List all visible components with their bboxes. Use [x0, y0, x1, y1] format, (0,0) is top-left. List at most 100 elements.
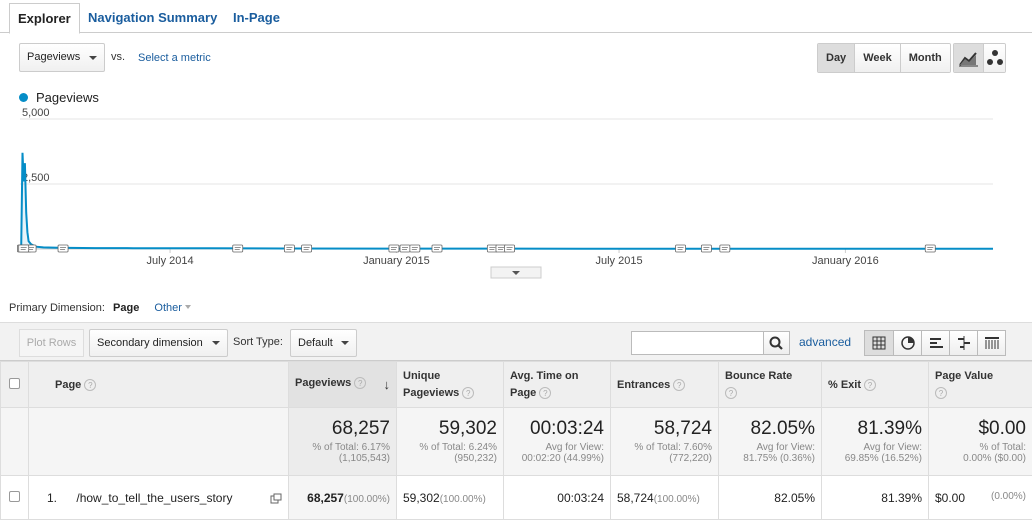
annotation-icon[interactable]: [399, 244, 411, 253]
header-page-value-label: Page Value: [935, 369, 994, 382]
header-entrances-label: Entrances: [617, 378, 671, 391]
total-unique-pageviews: 59,302% of Total: 6.24% (950,232): [396, 407, 504, 476]
chart-legend: Pageviews: [19, 90, 99, 105]
primary-dimension-other[interactable]: Other: [154, 302, 182, 314]
row-unique-pageviews: 59,302(100.00%): [396, 475, 504, 520]
secondary-dimension-select[interactable]: Secondary dimension: [89, 329, 228, 357]
table-search-input[interactable]: [631, 331, 765, 355]
header-bounce-rate-label: Bounce Rate: [725, 369, 793, 382]
tab-explorer[interactable]: Explorer: [9, 3, 80, 34]
tab-navigation-summary[interactable]: Navigation Summary: [88, 10, 218, 25]
annotation-icon[interactable]: [431, 244, 443, 253]
month-button[interactable]: Month: [899, 44, 950, 72]
pie-view-icon[interactable]: [893, 331, 921, 355]
help-icon[interactable]: ?: [864, 378, 877, 391]
header-page-value[interactable]: Page Value?: [928, 361, 1032, 408]
tab-in-page[interactable]: In-Page: [233, 10, 280, 25]
performance-view-icon[interactable]: [921, 331, 949, 355]
primary-dimension-page[interactable]: Page: [113, 302, 140, 314]
select-all-checkbox[interactable]: [9, 377, 20, 389]
header-page-label: Page: [55, 378, 82, 391]
header-exit-label: % Exit: [828, 378, 862, 391]
annotation-icon[interactable]: [232, 244, 244, 253]
series-line: [19, 152, 993, 250]
annotation-icon[interactable]: [719, 244, 731, 253]
series-color-dot: [19, 93, 28, 102]
help-icon[interactable]: ?: [725, 386, 737, 399]
row-page-cell: 1. /how_to_tell_the_users_story: [28, 475, 289, 520]
header-bounce-rate[interactable]: Bounce Rate?: [718, 361, 822, 408]
total-entrances: 58,724% of Total: 7.60% (772,220): [610, 407, 719, 476]
table-header-row: Page? Pageviews? ↓ Unique Pageviews? Avg.…: [0, 361, 1032, 408]
chart-collapse-handle[interactable]: [490, 266, 542, 279]
header-avg-time-on-page[interactable]: Avg. Time on Page?: [503, 361, 611, 408]
annotation-icon[interactable]: [924, 244, 936, 253]
annotation-icon[interactable]: [301, 244, 313, 253]
legend-label: Pageviews: [36, 90, 99, 105]
header-exit[interactable]: % Exit?: [821, 361, 929, 408]
total-page-value: $0.00% of Total: 0.00% ($0.00): [928, 407, 1032, 476]
x-axis-ticks: July 2014 January 2015 July 2015 January 20…: [147, 249, 879, 267]
totals-row: 68,257% of Total: 6.17% (1,105,543) 59,30…: [0, 407, 1032, 476]
row-exit: 81.39%: [821, 475, 929, 520]
annotation-icon[interactable]: [18, 244, 30, 253]
header-pageviews[interactable]: Pageviews? ↓: [288, 361, 397, 408]
row-page-link[interactable]: /how_to_tell_the_users_story: [76, 490, 233, 505]
help-icon[interactable]: ?: [539, 386, 552, 399]
chart-grid: [20, 118, 993, 250]
row-entrances: 58,724(100.00%): [610, 475, 719, 520]
metric-select[interactable]: Pageviews: [19, 43, 105, 72]
help-icon[interactable]: ?: [935, 386, 947, 399]
select-metric-link[interactable]: Select a metric: [138, 52, 211, 64]
annotation-icon[interactable]: [675, 244, 686, 253]
view-switcher: [864, 330, 1006, 356]
advanced-filter-link[interactable]: advanced: [799, 335, 852, 349]
table-row: 1. /how_to_tell_the_users_story 68,257(1…: [0, 475, 1032, 520]
help-icon[interactable]: ?: [462, 386, 475, 399]
motion-chart-icon[interactable]: [983, 44, 1005, 72]
annotation-icon[interactable]: [504, 244, 515, 253]
row-page-value: $0.00 (0.00%): [928, 475, 1032, 520]
sort-type-select[interactable]: Default: [290, 329, 357, 357]
chevron-down-icon: [341, 341, 349, 345]
total-bounce-rate: 82.05% Avg for View: 81.75% (0.36%): [718, 407, 822, 476]
sort-type-value: Default: [298, 337, 333, 349]
annotation-markers[interactable]: [17, 244, 936, 253]
x-tick-label: July 2014: [147, 255, 194, 267]
annotation-icon[interactable]: [700, 244, 712, 253]
week-button[interactable]: Week: [854, 44, 900, 72]
header-entrances[interactable]: Entrances?: [610, 361, 719, 408]
secondary-dimension-label: Secondary dimension: [97, 337, 203, 349]
help-icon[interactable]: ?: [84, 378, 97, 391]
annotation-icon[interactable]: [57, 244, 69, 253]
table-view-icon[interactable]: [865, 331, 893, 355]
chevron-down-icon: [184, 305, 191, 309]
day-button[interactable]: Day: [818, 44, 855, 72]
total-avg-time: 00:03:24 Avg for View: 00:02:20 (44.99%): [503, 407, 611, 476]
chevron-down-icon: [212, 341, 220, 345]
comparison-view-icon[interactable]: [949, 331, 977, 355]
header-avg-time-label: Avg. Time on Page: [510, 369, 579, 399]
row-bounce-rate: 82.05%: [718, 475, 822, 520]
annotation-icon[interactable]: [388, 244, 400, 253]
row-index: 1.: [47, 490, 58, 505]
y-axis-ticks: 5,000 2,500: [22, 108, 50, 184]
header-pageviews-label: Pageviews: [295, 377, 352, 389]
row-checkbox[interactable]: [9, 490, 20, 502]
plot-rows-button[interactable]: Plot Rows: [19, 329, 84, 357]
search-icon: [769, 336, 783, 350]
help-icon[interactable]: ?: [354, 377, 367, 389]
annotation-icon[interactable]: [409, 244, 421, 253]
annotation-icon[interactable]: [283, 244, 295, 253]
search-button[interactable]: [763, 331, 790, 355]
help-icon[interactable]: ?: [673, 378, 686, 391]
series-area: [20, 152, 993, 249]
header-unique-pageviews[interactable]: Unique Pageviews?: [396, 361, 504, 408]
header-page[interactable]: Page?: [28, 361, 289, 408]
pivot-view-icon[interactable]: [977, 331, 1005, 355]
sort-type-label: Sort Type:: [233, 336, 283, 348]
open-page-icon[interactable]: [270, 493, 282, 504]
header-unique-pageviews-label: Unique Pageviews: [403, 369, 460, 399]
line-chart-icon[interactable]: [954, 44, 983, 72]
